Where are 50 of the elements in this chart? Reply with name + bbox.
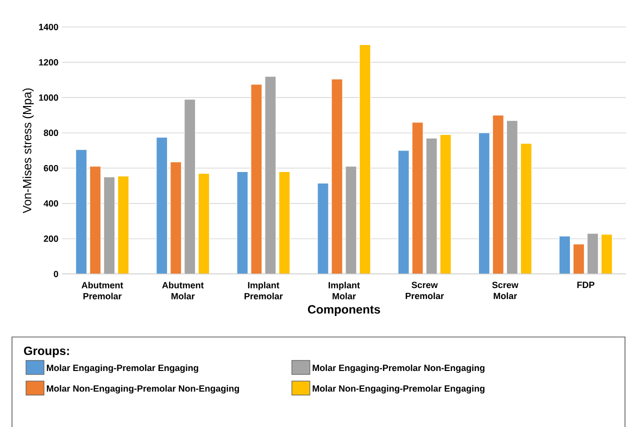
- bar: [478, 132, 490, 274]
- y-tick-label: 1200: [39, 59, 58, 66]
- bar: [506, 120, 518, 274]
- y-tick-label: 800: [44, 130, 58, 136]
- bar: [236, 171, 248, 274]
- x-tick-label: Implant Premolar: [244, 282, 283, 300]
- y-tick-label: 1000: [39, 94, 58, 101]
- bar: [264, 76, 276, 274]
- legend-label: Molar Engaging-Premolar Non-Engaging: [312, 364, 484, 373]
- y-tick-label: 200: [44, 236, 58, 242]
- bar: [359, 44, 371, 274]
- legend-label: Molar Non-Engaging-Premolar Engaging: [312, 385, 484, 394]
- bar: [331, 78, 343, 274]
- x-tick-label: Abutment Molar: [162, 282, 204, 300]
- bar: [426, 138, 438, 274]
- x-axis-title: Components: [308, 305, 380, 316]
- bar: [317, 182, 329, 274]
- x-tick-label: Implant Molar: [328, 282, 360, 300]
- x-tick-label: Screw Premolar: [406, 282, 444, 300]
- x-tick-label: Screw Molar: [492, 282, 518, 300]
- x-tick-label: FDP: [577, 282, 594, 288]
- bar: [572, 244, 585, 274]
- bar: [184, 99, 196, 274]
- bar: [558, 236, 571, 274]
- bar: [250, 84, 262, 274]
- y-tick-label: 0: [54, 270, 58, 278]
- bar: [278, 171, 290, 274]
- bar: [492, 114, 504, 274]
- bar: [440, 134, 452, 274]
- legend-label: Molar Engaging-Premolar Engaging: [46, 364, 198, 373]
- bar: [520, 143, 532, 274]
- y-tick-label: 400: [44, 200, 58, 207]
- x-tick-label: Abutment Premolar: [82, 282, 124, 300]
- bar: [198, 173, 210, 274]
- y-axis-title: Von-Mises stress (Mpa): [22, 88, 34, 214]
- y-tick-label: 1400: [39, 24, 58, 30]
- bar: [103, 176, 116, 274]
- bar: [156, 136, 168, 274]
- bar: [117, 176, 130, 274]
- bar: [398, 150, 410, 274]
- bar: [586, 233, 599, 274]
- bar: [170, 162, 182, 274]
- legend-label: Molar Non-Engaging-Premolar Non-Engaging: [46, 385, 239, 394]
- bar: [412, 122, 424, 274]
- bar: [75, 149, 88, 274]
- legend-title: Groups:: [24, 346, 69, 358]
- bar: [345, 166, 357, 274]
- bar: [600, 234, 613, 274]
- bar: [89, 166, 102, 274]
- y-tick-label: 600: [44, 164, 58, 172]
